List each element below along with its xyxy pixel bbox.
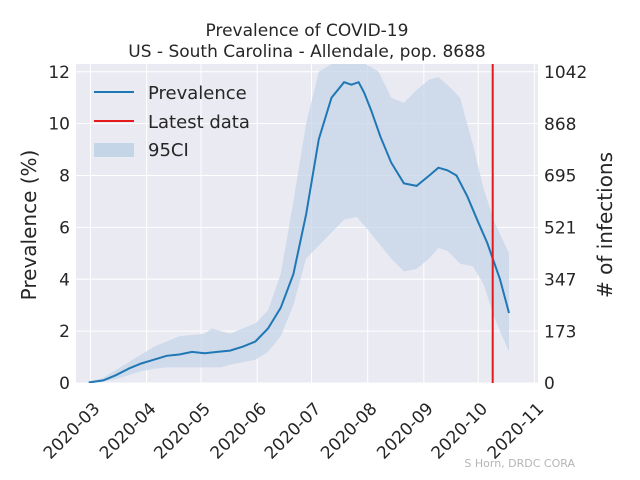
y-tick-label: 2 (59, 322, 70, 342)
x-tick-label: 2020-03 (40, 399, 104, 463)
x-tick-label: 2020-08 (317, 399, 381, 463)
x-tick-label: 2020-07 (261, 399, 325, 463)
y-axis-label: Prevalence (%) (17, 150, 41, 301)
x-tick-label: 2020-11 (484, 399, 548, 463)
y-tick-label: 4 (59, 270, 70, 290)
y-tick-label: 8 (59, 167, 70, 187)
ci-band-95ci (88, 64, 509, 383)
x-tick-label: 2020-09 (373, 399, 437, 463)
y2-tick-label: 0 (544, 374, 555, 394)
credit-text: S Horn, DRDC CORA (464, 457, 575, 470)
x-tick-labels: 2020-032020-042020-052020-062020-072020-… (40, 399, 548, 463)
y2-tick-label: 868 (544, 115, 576, 135)
y-tick-label: 0 (59, 374, 70, 394)
legend-label-95ci: 95CI (148, 140, 189, 161)
y2-tick-label: 695 (544, 167, 576, 187)
y-tick-label: 6 (59, 218, 70, 238)
legend-swatch-95ci (94, 143, 134, 157)
legend: Prevalence Latest data 95CI (94, 83, 250, 161)
chart-title: Prevalence of COVID-19 (206, 21, 409, 41)
x-tick-label: 2020-06 (207, 399, 271, 463)
x-tick-label: 2020-10 (428, 399, 492, 463)
y2-axis-label: # of infections (593, 152, 617, 298)
x-tick-label: 2020-05 (150, 399, 214, 463)
y-tick-labels: 0 2 4 6 8 10 12 (48, 63, 70, 394)
y2-tick-labels: 0 173 347 521 695 868 1042 (544, 63, 587, 394)
y-tick-label: 10 (48, 115, 70, 135)
y-tick-label: 12 (48, 63, 70, 83)
y2-tick-label: 173 (544, 322, 576, 342)
series-line-prevalence (88, 80, 510, 383)
y2-tick-label: 347 (544, 270, 576, 290)
y2-tick-label: 1042 (544, 63, 587, 83)
x-tick-label: 2020-04 (96, 399, 160, 463)
legend-label-prevalence: Prevalence (148, 83, 247, 104)
chart-subtitle: US - South Carolina - Allendale, pop. 86… (128, 42, 485, 62)
legend-label-latest-data: Latest data (148, 112, 250, 133)
y2-tick-label: 521 (544, 219, 576, 239)
